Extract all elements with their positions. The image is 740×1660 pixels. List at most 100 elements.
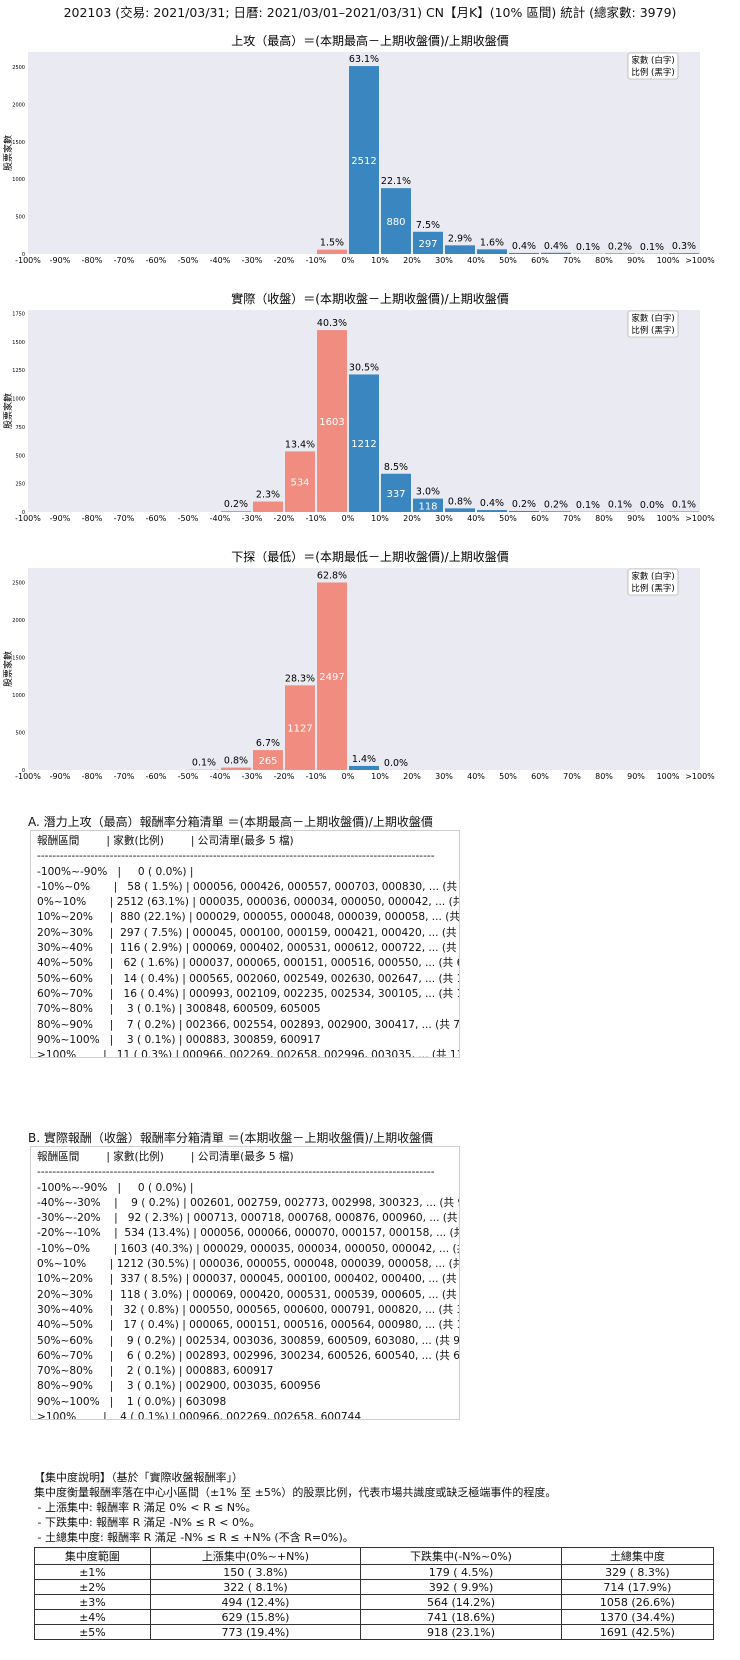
bar-pct-label: 0.1%: [608, 500, 632, 511]
bar-pct-label: 3.0%: [416, 487, 440, 498]
y-tick-label: 750: [15, 425, 25, 431]
y-tick-label: 1500: [12, 340, 25, 346]
bar: [349, 374, 379, 512]
list-row: 20%~30% | 297 ( 7.5%) | 000045, 000100, …: [37, 926, 460, 939]
table-cell: 629 (15.8%): [149, 1609, 362, 1625]
x-tick-label: -50%: [178, 772, 199, 781]
x-tick-label: -60%: [146, 256, 167, 265]
x-tick-label: 30%: [435, 772, 453, 781]
y-tick-label: 500: [15, 453, 25, 459]
y-axis-label: 股票家數: [2, 393, 14, 429]
y-tick-label: 1500: [12, 140, 25, 146]
list-row: 報酬區間 | 家數(比例) | 公司清單(最多 5 檔): [37, 1151, 294, 1163]
y-tick-label: 0: [22, 768, 25, 774]
list-row: -40%~-30% | 9 ( 0.2%) | 002601, 002759, …: [37, 1196, 460, 1209]
x-tick-label: 100%: [657, 772, 680, 781]
table-cell: 179 ( 4.5%): [360, 1564, 562, 1580]
page-title: 202103 (交易: 2021/03/31; 日曆: 2021/03/01–2…: [63, 5, 677, 20]
legend-line-count: 家數 (白字): [631, 571, 674, 582]
x-tick-label: 90%: [627, 514, 645, 523]
legend-frame: [627, 310, 679, 338]
section-b-list: 報酬區間 | 家數(比例) | 公司清單(最多 5 檔) ------------…: [30, 1146, 460, 1420]
table-row: ±3% 494 (12.4%) 564 (14.2%) 1058 (26.6%): [34, 1594, 715, 1610]
bar-pct-label: 0.1%: [640, 242, 664, 253]
x-tick-label: -40%: [210, 256, 231, 265]
table-cell: 564 (14.2%): [360, 1594, 562, 1610]
x-tick-label: -80%: [82, 514, 103, 523]
list-row: ----------------------------------------…: [37, 850, 435, 863]
x-tick-label: -70%: [114, 514, 135, 523]
x-tick-label: -80%: [82, 256, 103, 265]
list-row: 70%~80% | 2 ( 0.1%) | 000883, 600917: [37, 1365, 274, 1378]
bar-pct-label: 0.2%: [224, 499, 248, 510]
x-tick-label: 100%: [657, 514, 680, 523]
chart-title: 下探（最低）＝(本期最低－上期收盤價)/上期收盤價: [231, 550, 508, 564]
x-tick-label: -50%: [178, 256, 199, 265]
x-tick-label: 10%: [371, 514, 389, 523]
bar: [477, 510, 507, 512]
legend-line-count: 家數 (白字): [631, 313, 674, 324]
bar-pct-label: 0.1%: [576, 242, 600, 253]
list-row: 50%~60% | 9 ( 0.2%) | 002534, 003036, 30…: [37, 1334, 460, 1347]
x-tick-label: 20%: [403, 256, 421, 265]
bar: [541, 511, 571, 512]
x-tick-label: 40%: [467, 256, 485, 265]
list-row: 10%~20% | 880 (22.1%) | 000029, 000055, …: [37, 911, 460, 924]
table-cell: 918 (23.1%): [360, 1624, 562, 1640]
x-tick-label: -30%: [242, 772, 263, 781]
table-cell: 1370 (34.4%): [560, 1609, 715, 1625]
legend-box: 家數 (白字)比例 (黑字): [627, 310, 679, 338]
bar-pct-label: 0.4%: [512, 241, 536, 252]
table-cell: ±3%: [34, 1594, 151, 1610]
list-row: -20%~-10% | 534 (13.4%) | 000056, 000066…: [37, 1227, 460, 1240]
x-tick-label: 70%: [563, 514, 581, 523]
concentration-notes: 【集中度說明】（基於「實際收盤報酬率」） 集中度衡量報酬率落在中心小區間（±1% …: [34, 1470, 556, 1545]
list-row: 30%~40% | 32 ( 0.8%) | 000550, 000565, 0…: [37, 1303, 460, 1316]
list-row: >100% | 4 ( 0.1%) | 000966, 002269, 0026…: [37, 1411, 362, 1420]
list-row: 報酬區間 | 家數(比例) | 公司清單(最多 5 檔): [37, 835, 294, 847]
list-row: 30%~40% | 116 ( 2.9%) | 000069, 000402, …: [37, 942, 460, 955]
list-row: 80%~90% | 7 ( 0.2%) | 002366, 002554, 00…: [37, 1018, 460, 1031]
x-tick-label: 10%: [371, 256, 389, 265]
x-tick-label: -40%: [210, 772, 231, 781]
bar: [509, 252, 539, 254]
list-row: 40%~50% | 17 ( 0.4%) | 000065, 000151, 0…: [37, 1319, 460, 1332]
bar: [445, 508, 475, 512]
list-row: -10%~0% | 1603 (40.3%) | 000029, 000035,…: [37, 1242, 459, 1255]
x-tick-label: 0%: [342, 514, 355, 523]
list-row: -10%~0% | 58 ( 1.5%) | 000056, 000426, 0…: [37, 880, 460, 893]
bar-pct-label: 0.0%: [384, 758, 408, 769]
legend-box: 家數 (白字)比例 (黑字): [627, 568, 679, 596]
x-tick-label: -30%: [242, 514, 263, 523]
x-tick-label: 80%: [595, 772, 613, 781]
bar-pct-label: 0.0%: [640, 500, 664, 511]
bar: [317, 330, 347, 512]
bar-pct-label: 7.5%: [416, 220, 440, 231]
bar: [253, 501, 283, 512]
table-cell: 329 ( 8.3%): [560, 1564, 715, 1580]
bar-pct-label: 40.3%: [317, 318, 347, 329]
bar-pct-label: 6.7%: [256, 738, 280, 749]
note-line: 【集中度說明】（基於「實際收盤報酬率」）: [34, 1471, 243, 1484]
x-tick-label: 90%: [627, 256, 645, 265]
list-row: 40%~50% | 62 ( 1.6%) | 000037, 000065, 0…: [37, 957, 460, 970]
note-line: - 下跌集中: 報酬率 R 滿足 -N% ≤ R < 0%。: [34, 1516, 261, 1529]
x-tick-label: >100%: [685, 514, 715, 523]
x-tick-label: -90%: [50, 514, 71, 523]
list-row: 60%~70% | 6 ( 0.2%) | 002893, 002996, 30…: [37, 1349, 460, 1362]
bar-pct-label: 8.5%: [384, 462, 408, 473]
list-row: ----------------------------------------…: [37, 1166, 435, 1179]
bar: [285, 685, 315, 770]
bar-pct-label: 2.3%: [256, 490, 280, 501]
x-tick-label: -30%: [242, 256, 263, 265]
bar: [509, 510, 539, 512]
table-header-cell: 下跌集中(-N%~0%): [360, 1547, 562, 1565]
bar: [413, 231, 443, 254]
table-cell: ±4%: [34, 1609, 151, 1625]
table-cell: 1691 (42.5%): [560, 1624, 715, 1640]
x-tick-label: 100%: [657, 256, 680, 265]
x-tick-label: -10%: [306, 514, 327, 523]
bar-pct-label: 0.1%: [192, 758, 216, 769]
bar: [349, 66, 379, 254]
section-b-title: B. 實際報酬（收盤）報酬率分箱清單 ＝(本期收盤－上期收盤價)/上期收盤價: [28, 1131, 434, 1145]
